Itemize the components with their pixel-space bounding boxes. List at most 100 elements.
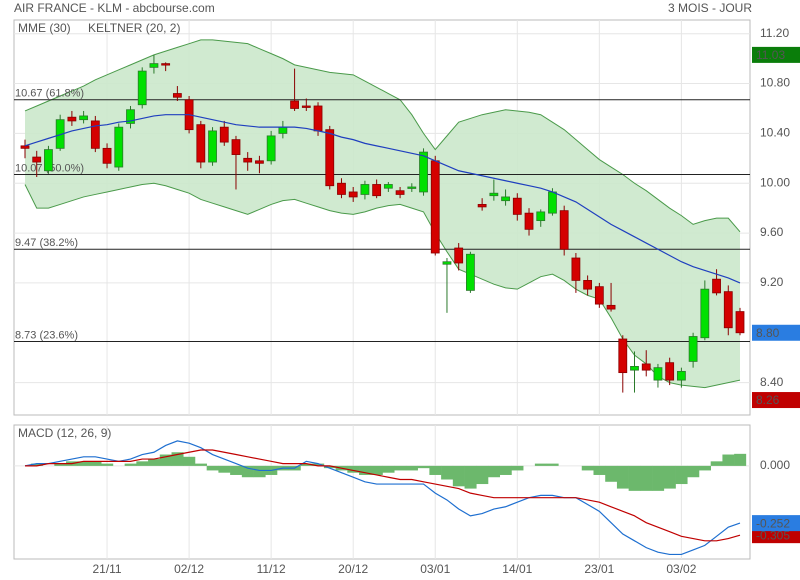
candle-body bbox=[723, 291, 733, 329]
x-tick-label: 03/01 bbox=[420, 562, 450, 576]
y-tick-label: 10.00 bbox=[760, 175, 790, 189]
x-tick-label: 23/01 bbox=[584, 562, 614, 576]
candle-body bbox=[360, 184, 370, 195]
x-tick-label: 03/02 bbox=[666, 562, 696, 576]
candle-body bbox=[524, 212, 534, 230]
histogram-bar bbox=[148, 459, 161, 466]
keltner-lower bbox=[24, 182, 741, 389]
histogram-bar bbox=[487, 465, 501, 478]
histogram-bar bbox=[394, 465, 407, 471]
candle-body bbox=[489, 192, 499, 197]
histogram-bar bbox=[312, 463, 325, 466]
histogram-bar bbox=[476, 465, 489, 485]
candle-body bbox=[583, 280, 593, 290]
candle-body bbox=[278, 126, 288, 134]
candle-body bbox=[653, 367, 663, 381]
histogram-bar bbox=[54, 463, 67, 466]
histogram-bar bbox=[253, 465, 266, 478]
x-tick-label: 02/12 bbox=[174, 562, 204, 576]
price-label: -0.252 bbox=[756, 516, 790, 530]
candle-body bbox=[466, 253, 475, 291]
x-tick-label: 20/12 bbox=[338, 562, 368, 576]
level-label: 9.47 (38.2%) bbox=[15, 237, 78, 249]
candle-body bbox=[44, 149, 53, 172]
macd-frame bbox=[13, 424, 751, 560]
price-label: -0.305 bbox=[756, 528, 790, 542]
histogram-bar bbox=[652, 465, 665, 491]
histogram-bar bbox=[359, 465, 372, 475]
y-tick-label: 10.80 bbox=[760, 76, 790, 90]
candle-body bbox=[79, 115, 89, 121]
candle-body bbox=[337, 182, 346, 195]
candle-body bbox=[102, 147, 112, 164]
candle-body bbox=[196, 124, 206, 163]
candle-body bbox=[665, 362, 675, 381]
histogram-bar bbox=[194, 463, 207, 466]
level-label: 8.73 (23.6%) bbox=[15, 329, 78, 341]
candle-body bbox=[712, 278, 721, 294]
histogram-bar bbox=[159, 454, 172, 466]
candle-body bbox=[536, 211, 546, 222]
level-label: 10.67 (61.8%) bbox=[15, 88, 84, 100]
candle-body bbox=[559, 210, 569, 250]
histogram-bar bbox=[230, 465, 243, 475]
keltner-upper bbox=[24, 39, 741, 233]
mme-line bbox=[24, 114, 741, 284]
histogram-bar bbox=[722, 454, 735, 466]
histogram-bar bbox=[464, 465, 477, 489]
candle-body bbox=[20, 145, 30, 149]
histogram-bar bbox=[687, 465, 700, 478]
price-box bbox=[752, 527, 800, 544]
candle-body bbox=[372, 184, 382, 197]
candle-body bbox=[161, 63, 171, 66]
histogram-bar bbox=[370, 465, 383, 475]
histogram-bar bbox=[616, 465, 629, 489]
candle-body bbox=[231, 139, 241, 155]
histogram-bar bbox=[405, 465, 418, 471]
histogram-bar bbox=[675, 465, 688, 485]
histogram-bar bbox=[382, 465, 395, 473]
histogram-bar bbox=[628, 465, 641, 491]
candle-body bbox=[641, 363, 651, 371]
histogram-bar bbox=[546, 463, 559, 466]
period: 3 MOIS - JOUR bbox=[668, 1, 752, 15]
histogram-bar bbox=[593, 465, 606, 475]
candle-body bbox=[90, 120, 100, 149]
candle-body bbox=[243, 157, 253, 163]
candle-body bbox=[700, 288, 710, 339]
candle-body bbox=[126, 109, 135, 124]
candle-body bbox=[149, 63, 159, 68]
price-box bbox=[752, 515, 800, 532]
histogram-bar bbox=[452, 465, 465, 487]
histogram-bar bbox=[30, 463, 43, 466]
candle-body bbox=[477, 204, 487, 208]
histogram-bar bbox=[206, 465, 219, 471]
candle-body bbox=[266, 135, 276, 162]
candle-body bbox=[219, 126, 229, 143]
histogram-bar bbox=[124, 463, 137, 466]
histogram-bar bbox=[101, 463, 114, 466]
histogram-bar bbox=[710, 461, 723, 466]
candle-body bbox=[325, 129, 335, 187]
page-title: AIR FRANCE - KLM - abcbourse.com bbox=[14, 1, 215, 15]
histogram-bar bbox=[429, 465, 442, 475]
histogram-bar bbox=[77, 461, 90, 466]
histogram-bar bbox=[640, 465, 653, 491]
histogram-bar bbox=[734, 453, 747, 466]
y-tick-label: 9.60 bbox=[760, 225, 784, 239]
candle-body bbox=[630, 366, 639, 371]
price-box bbox=[752, 324, 800, 341]
y-tick-label: 9.20 bbox=[760, 275, 784, 289]
histogram-bar bbox=[441, 465, 454, 480]
y-tick-label: 8.40 bbox=[760, 375, 784, 389]
y-tick-label: 11.20 bbox=[760, 26, 789, 40]
candle-body bbox=[442, 261, 452, 265]
legend-mme: MME (30) bbox=[18, 21, 71, 35]
candle-body bbox=[313, 105, 323, 132]
y-tick-label: 0.000 bbox=[760, 458, 790, 472]
candle-body bbox=[172, 93, 182, 98]
price-label: 8.26 bbox=[756, 393, 780, 407]
candle-body bbox=[348, 191, 358, 198]
x-tick-label: 21/11 bbox=[92, 562, 121, 576]
